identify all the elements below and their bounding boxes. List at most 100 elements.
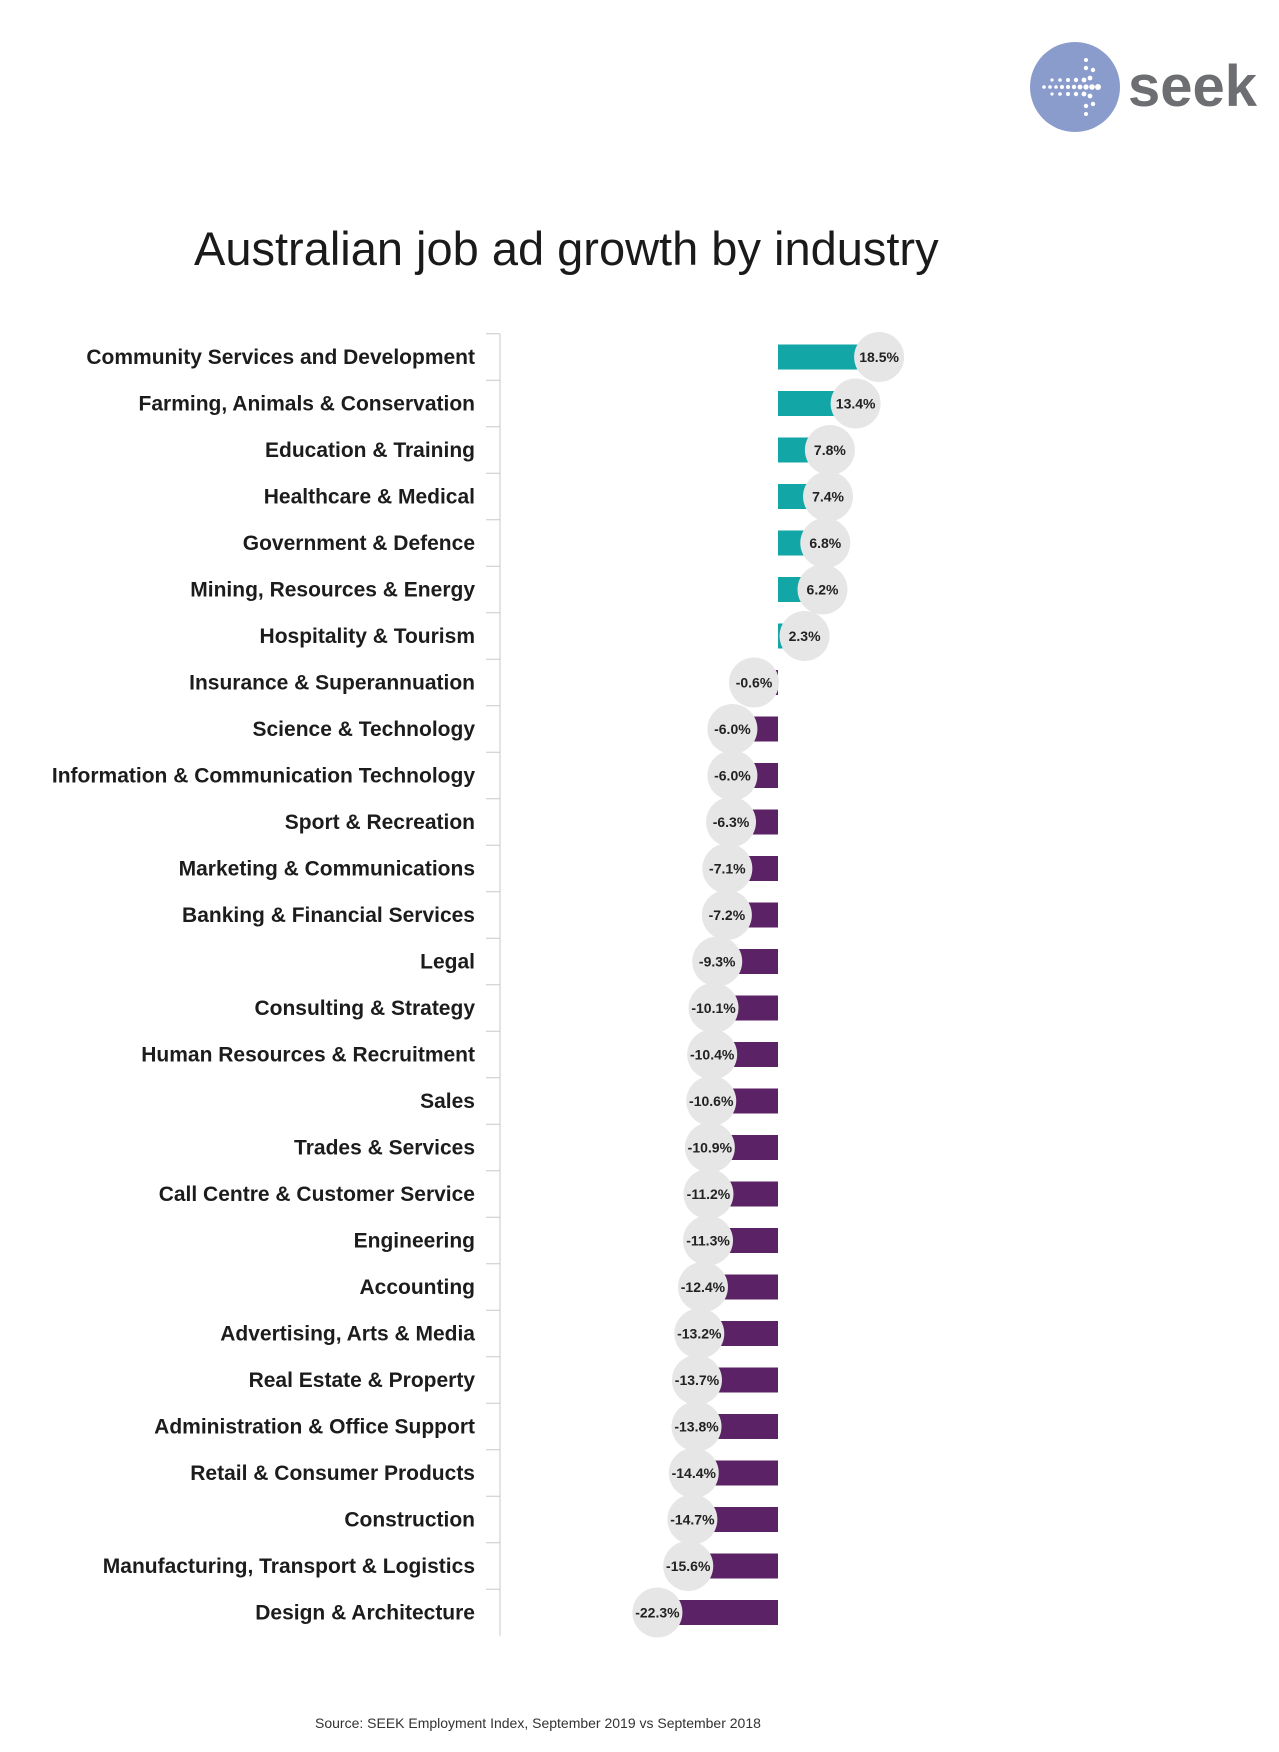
source-note: Source: SEEK Employment Index, September…	[315, 1715, 761, 1731]
value-bubble	[707, 704, 758, 754]
category-label: Accounting	[360, 1276, 476, 1299]
data-label: -14.7%	[670, 1512, 715, 1528]
data-label: 6.2%	[807, 582, 839, 598]
data-label: -12.4%	[681, 1279, 726, 1295]
value-bubble	[706, 797, 757, 847]
category-label: Sales	[420, 1090, 475, 1113]
data-label: -14.4%	[672, 1465, 717, 1481]
bar	[735, 949, 778, 974]
data-label: -10.6%	[689, 1093, 734, 1109]
seek-logo-icon	[1030, 42, 1120, 132]
value-bubble	[804, 425, 855, 475]
value-bubble	[692, 936, 743, 987]
bars-layer: 18.5% 13.4% 7.8% 7.4% 6.8% 6.2% 2.3% -0.6% -6.0%…	[632, 332, 905, 1638]
data-label: -6.0%	[714, 768, 751, 784]
data-label: -7.1%	[709, 861, 746, 877]
bar	[778, 344, 864, 370]
data-label: -7.2%	[709, 907, 746, 923]
bar	[729, 1088, 778, 1114]
category-axis: Community Services and Development Farmin…	[52, 333, 501, 1636]
data-label: -6.3%	[713, 814, 750, 830]
bar	[706, 1553, 778, 1579]
value-bubble	[797, 564, 848, 615]
category-label: Retail & Consumer Products	[190, 1462, 475, 1485]
category-label: Banking & Financial Services	[182, 904, 475, 927]
value-bubble	[632, 1587, 683, 1638]
category-label: Sport & Recreation	[285, 811, 475, 834]
data-label: -6.0%	[714, 721, 751, 737]
seek-logo-text: seek	[1128, 54, 1258, 119]
value-bubble	[668, 1448, 719, 1498]
category-label: Advertising, Arts & Media	[220, 1323, 475, 1346]
data-label: -11.2%	[687, 1186, 731, 1202]
category-label: Community Services and Development	[86, 346, 475, 369]
value-bubble	[729, 657, 779, 708]
data-label: -15.6%	[666, 1558, 711, 1574]
bar	[714, 1414, 778, 1439]
value-bubble	[701, 890, 752, 940]
value-bubble	[779, 611, 830, 661]
data-label: -13.2%	[677, 1326, 722, 1342]
category-label: Government & Defence	[243, 532, 475, 555]
bar	[731, 995, 778, 1021]
category-label: Manufacturing, Transport & Logistics	[103, 1555, 475, 1578]
value-bubble	[683, 1169, 734, 1219]
bar	[778, 391, 840, 416]
data-label: 18.5%	[859, 349, 899, 365]
value-bubble	[663, 1541, 714, 1591]
category-label: Legal	[420, 951, 475, 974]
value-bubble	[671, 1401, 722, 1452]
data-label: -22.3%	[635, 1605, 680, 1621]
value-bubble	[667, 1494, 718, 1545]
value-bubble	[686, 1076, 737, 1126]
category-label: Design & Architecture	[255, 1602, 475, 1625]
value-bubble	[683, 1215, 734, 1266]
category-label: Insurance & Superannuation	[189, 672, 475, 695]
value-bubble	[854, 332, 905, 382]
value-bubble	[800, 518, 851, 568]
category-label: Construction	[344, 1509, 475, 1532]
data-label: -9.3%	[699, 954, 736, 970]
bar	[675, 1600, 778, 1625]
bar	[730, 1042, 778, 1067]
chart-title: Australian job ad growth by industry	[194, 222, 939, 275]
category-label: Healthcare & Medical	[264, 486, 475, 509]
value-bubble	[684, 1122, 735, 1173]
data-label: -13.7%	[675, 1372, 720, 1388]
data-label: 7.8%	[814, 442, 846, 458]
bar	[726, 1181, 778, 1207]
category-label: Information & Communication Technology	[52, 765, 475, 788]
category-label: Administration & Office Support	[154, 1416, 475, 1439]
bar	[714, 1367, 778, 1393]
category-label: Mining, Resources & Energy	[190, 579, 475, 602]
category-label: Trades & Services	[294, 1137, 475, 1160]
data-label: 6.8%	[809, 535, 841, 551]
data-label: 13.4%	[836, 396, 876, 412]
bar	[720, 1274, 778, 1300]
category-label: Education & Training	[265, 439, 475, 462]
bar	[710, 1507, 778, 1532]
data-label: -13.8%	[674, 1419, 719, 1435]
value-bubble	[702, 843, 753, 894]
data-label: -11.3%	[686, 1233, 730, 1249]
category-label: Farming, Animals & Conservation	[139, 393, 475, 416]
data-label: 7.4%	[812, 489, 844, 505]
category-label: Consulting & Strategy	[254, 997, 475, 1020]
data-label: -10.9%	[688, 1140, 733, 1156]
value-bubble	[803, 471, 854, 522]
data-label: -10.1%	[691, 1000, 736, 1016]
category-label: Hospitality & Tourism	[260, 625, 475, 648]
category-label: Marketing & Communications	[179, 858, 475, 881]
bar	[717, 1321, 778, 1346]
bar	[711, 1460, 778, 1486]
data-label: -10.4%	[690, 1047, 735, 1063]
category-label: Human Resources & Recruitment	[141, 1044, 475, 1067]
data-label: 2.3%	[789, 628, 821, 644]
value-bubble	[688, 983, 739, 1033]
seek-logo: seek	[1030, 42, 1258, 132]
value-bubble	[707, 750, 758, 801]
category-label: Call Centre & Customer Service	[159, 1183, 475, 1206]
bar	[727, 1135, 778, 1160]
category-label: Engineering	[354, 1230, 475, 1253]
